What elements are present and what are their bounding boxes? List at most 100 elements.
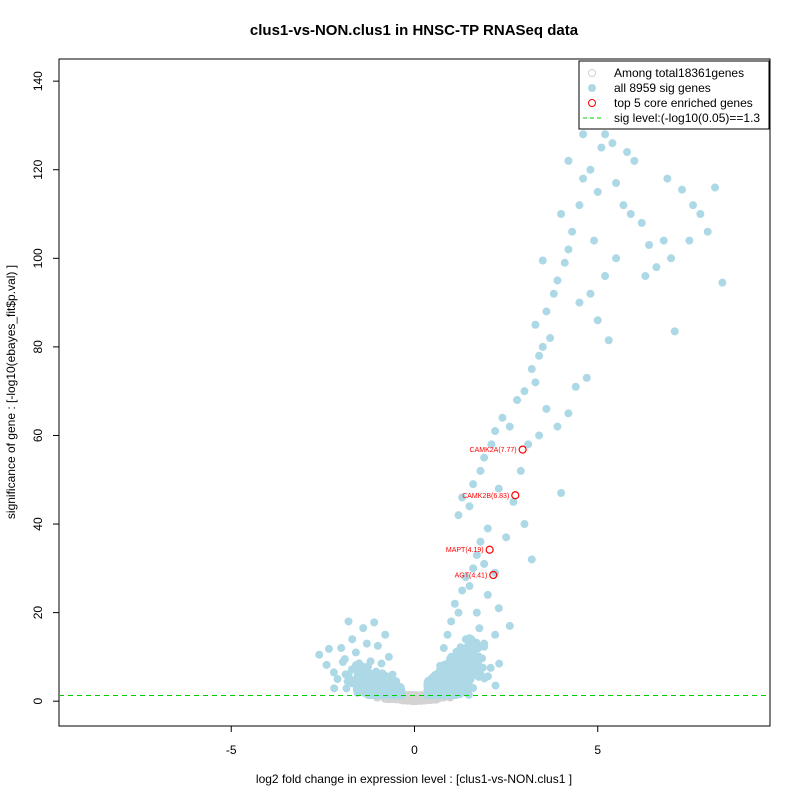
sig-gene-point xyxy=(494,484,503,493)
y-axis-label: significance of gene : [-log10(ebayes_fi… xyxy=(4,265,18,519)
sig-gene-point xyxy=(520,520,529,529)
sig-gene-point xyxy=(348,635,357,644)
top-gene-point xyxy=(489,570,498,580)
y-tick-label: 20 xyxy=(31,606,45,620)
sig-gene-point xyxy=(663,174,672,183)
sig-gene-point xyxy=(645,241,654,250)
chart-title: clus1-vs-NON.clus1 in HNSC-TP RNASeq dat… xyxy=(250,22,579,39)
sig-gene-point xyxy=(458,586,467,595)
sig-gene-point xyxy=(473,665,482,674)
sig-gene-point xyxy=(384,652,393,661)
sig-gene-point xyxy=(480,639,489,648)
sig-gene-point xyxy=(454,511,463,520)
sig-gene-point xyxy=(330,684,339,693)
sig-gene-point xyxy=(465,582,474,591)
legend-label-total: Among total18361genes xyxy=(614,66,744,80)
sig-gene-point xyxy=(564,409,573,418)
y-tick-label: 40 xyxy=(31,517,45,531)
sig-gene-point xyxy=(337,644,346,653)
sig-gene-point xyxy=(711,183,720,192)
sig-gene-point xyxy=(324,644,333,653)
sig-gene-point xyxy=(384,686,393,695)
sig-gene-point xyxy=(392,677,401,686)
sig-gene-point xyxy=(575,298,584,307)
sig-gene-point xyxy=(329,668,338,677)
sig-gene-point xyxy=(586,289,595,298)
sig-gene-point xyxy=(619,201,628,210)
sig-gene-point xyxy=(520,387,529,396)
top-gene-label: CAMK2B(6.83) xyxy=(462,493,509,500)
sig-gene-point xyxy=(703,227,712,236)
sig-gene-point xyxy=(531,378,540,387)
sig-gene-point xyxy=(447,652,456,661)
sig-gene-point xyxy=(483,524,492,533)
sig-gene-point xyxy=(480,453,489,462)
sig-gene-point xyxy=(436,661,445,670)
sig-gene-point xyxy=(612,179,621,188)
sig-gene-point xyxy=(557,210,566,219)
sig-gene-point xyxy=(453,680,462,689)
sig-gene-point xyxy=(469,480,478,489)
sig-gene-point xyxy=(377,683,386,692)
sig-gene-point xyxy=(542,307,551,316)
top-gene-point xyxy=(518,445,527,454)
sig-gene-point xyxy=(355,679,364,688)
sig-gene-point xyxy=(579,130,588,139)
sig-gene-point xyxy=(491,568,500,577)
sig-gene-point xyxy=(373,641,382,650)
sig-gene-point xyxy=(531,320,540,329)
x-axis-label: log2 fold change in expression level : [… xyxy=(256,772,572,786)
sig-gene-point xyxy=(460,649,469,658)
nonsig-gene-point xyxy=(413,692,422,701)
sig-gene-point xyxy=(601,130,610,139)
x-axis: -5 0 5 xyxy=(226,726,601,757)
top-gene-point xyxy=(511,491,520,500)
sig-gene-point xyxy=(678,185,687,194)
sig-gene-point xyxy=(377,659,386,668)
sig-gene-point xyxy=(454,608,463,617)
sig-gene-point xyxy=(439,644,448,653)
plot-frame xyxy=(58,58,771,727)
sig-gene-point xyxy=(637,218,646,227)
top-gene-label: MAPT(4.19) xyxy=(446,547,484,554)
sig-gene-point xyxy=(502,533,511,542)
sig-gene-point xyxy=(366,657,375,666)
sig-gene-point xyxy=(461,573,470,582)
x-tick-label: 5 xyxy=(594,743,601,757)
sig-gene-point xyxy=(513,396,522,405)
legend-label-top: top 5 core enriched genes xyxy=(614,96,753,110)
sig-gene-point xyxy=(542,404,551,413)
sig-gene-point xyxy=(351,648,360,657)
sig-gene-point xyxy=(557,489,566,498)
y-tick-label: 120 xyxy=(31,159,45,179)
sig-gene-point xyxy=(472,551,481,560)
sig-gene-point xyxy=(535,431,544,440)
sig-gene-point xyxy=(667,254,676,263)
y-axis: 0 20 40 60 80 100 120 140 xyxy=(31,71,59,705)
x-tick-label: -5 xyxy=(226,743,237,757)
sig-gene-point xyxy=(608,139,617,148)
sig-gene-point xyxy=(370,618,379,627)
sig-gene-point xyxy=(322,660,331,669)
sig-gene-point xyxy=(571,382,580,391)
sig-gene-point xyxy=(458,493,467,502)
sig-gene-point xyxy=(465,685,474,694)
top-gene-label: CAMK2A(7.77) xyxy=(470,447,517,454)
sig-gene-point xyxy=(601,272,610,281)
legend-box xyxy=(578,60,770,130)
sig-gene-point xyxy=(362,663,371,672)
top-genes: CAMK2A(7.77) CAMK2B(6.83) MAPT(4.19) AGT(4.… xyxy=(446,445,527,580)
sig-gene-point xyxy=(553,276,562,285)
sig-gene-point xyxy=(546,334,555,343)
sig-gene-point xyxy=(461,635,470,644)
sig-gene-point xyxy=(373,672,382,681)
sig-gene-point xyxy=(670,327,679,336)
y-tick-label: 100 xyxy=(31,248,45,268)
sig-gene-point xyxy=(535,351,544,360)
sig-gene-point xyxy=(568,227,577,236)
sig-gene-point xyxy=(388,670,397,679)
sig-gene-point xyxy=(593,187,602,196)
sig-gene-point xyxy=(505,621,514,630)
sig-gene-point xyxy=(432,675,441,684)
legend-marker-sig xyxy=(588,84,596,92)
